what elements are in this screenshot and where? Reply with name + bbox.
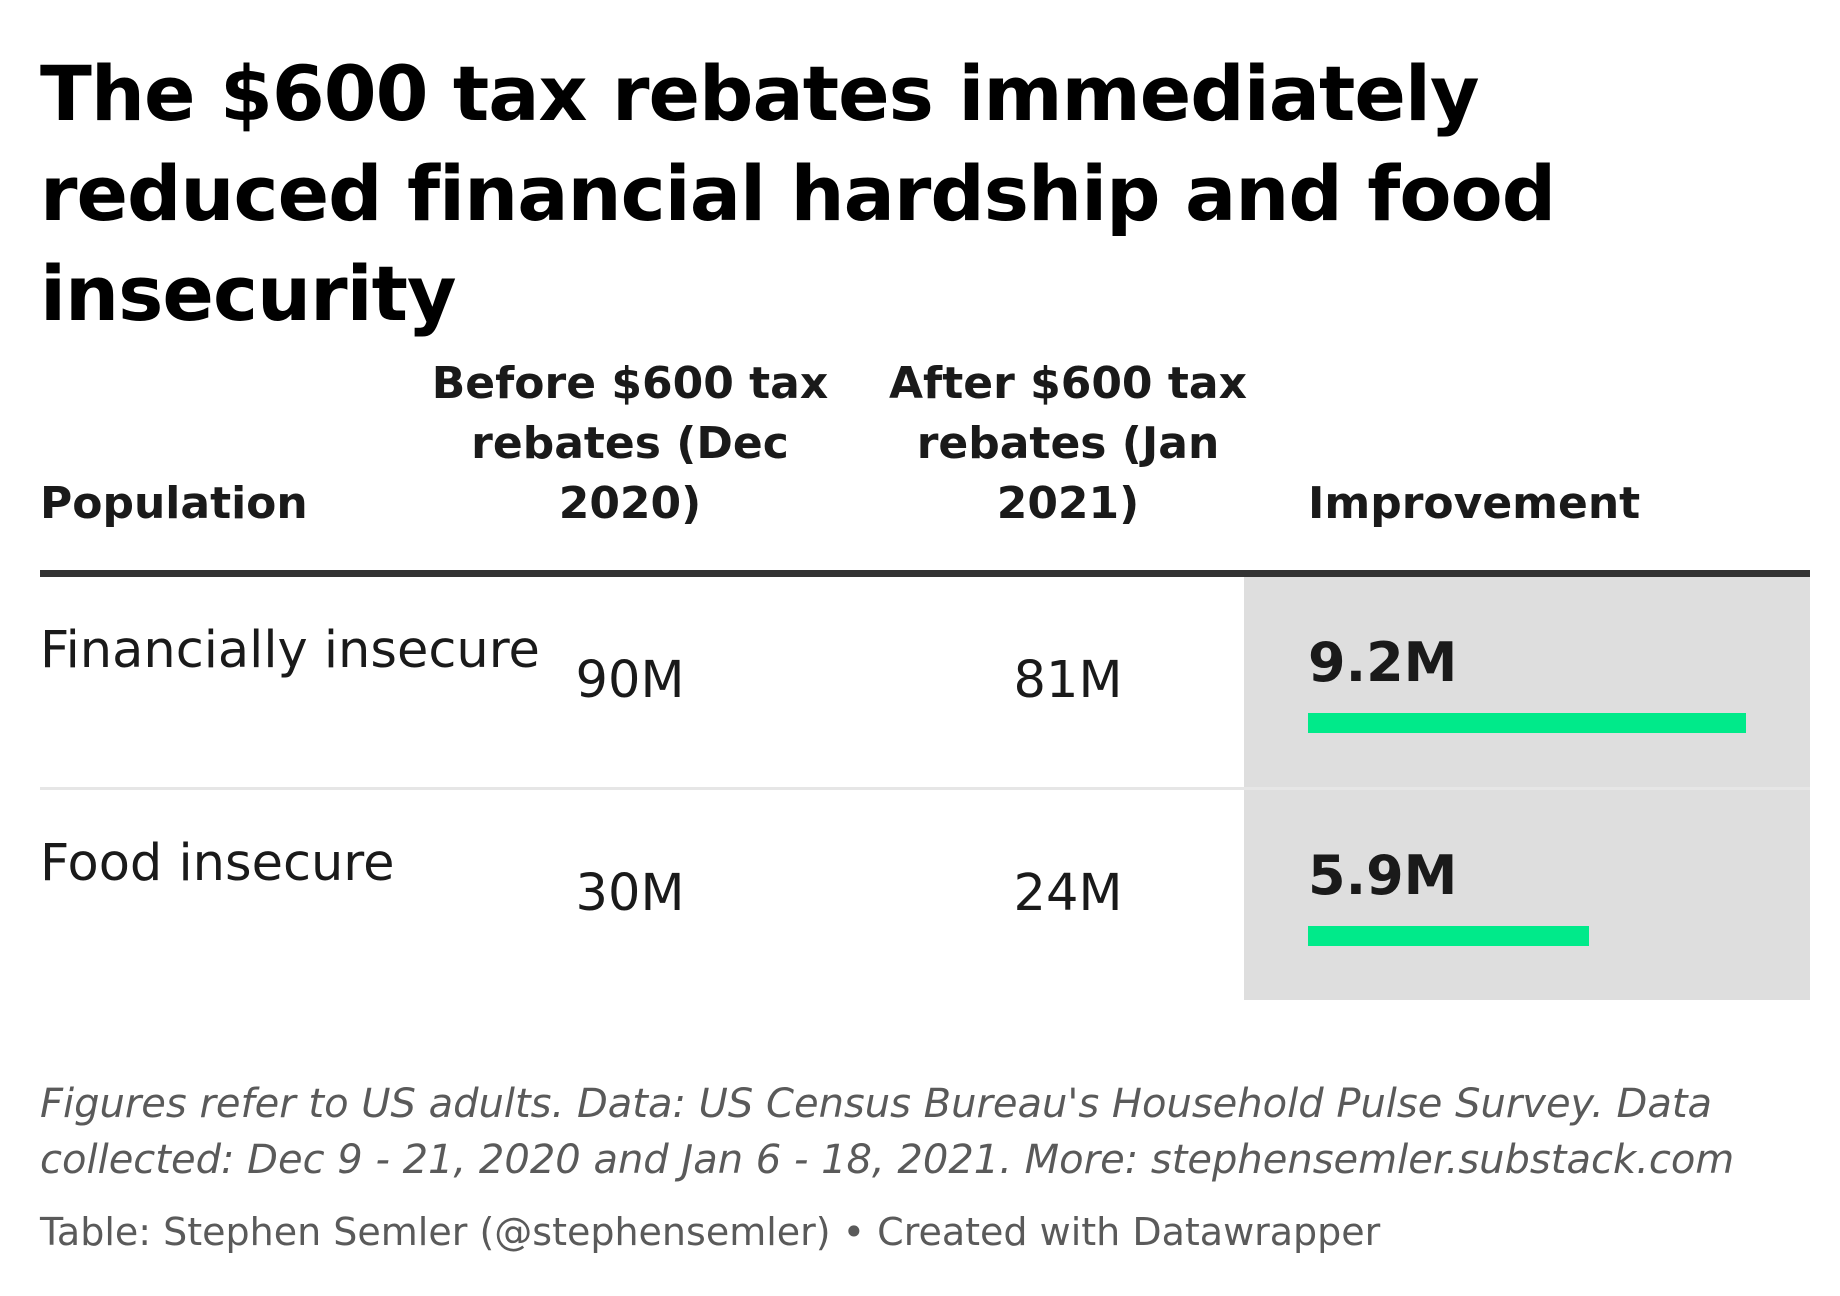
table-row: Financially insecure 90M 81M 9.2M (40, 577, 1810, 790)
population-cell: Financially insecure (40, 621, 540, 680)
improvement-cell-background (1244, 577, 1810, 787)
improvement-bar (1308, 926, 1589, 946)
after-cell: 81M (1013, 651, 1123, 710)
table-header-row: Population Before $600 tax rebates (Dec … (40, 345, 1810, 577)
improvement-value: 5.9M (1308, 844, 1458, 907)
before-cell: 30M (575, 864, 685, 923)
footnote: Figures refer to US adults. Data: US Cen… (40, 1081, 1735, 1183)
improvement-value: 9.2M (1308, 631, 1458, 694)
column-header-population: Population (40, 478, 308, 529)
source-credit: Table: Stephen Semler (@stephensemler) •… (40, 1210, 1381, 1254)
population-cell: Food insecure (40, 834, 395, 893)
after-cell: 24M (1013, 864, 1123, 923)
improvement-cell-background (1244, 790, 1810, 1000)
chart-title: The $600 tax rebates immediately reduced… (40, 49, 1556, 338)
before-cell: 90M (575, 651, 685, 710)
improvement-bar (1308, 713, 1746, 733)
data-table: Population Before $600 tax rebates (Dec … (40, 345, 1810, 1000)
column-header-before: Before $600 tax rebates (Dec 2020) (431, 358, 829, 529)
column-header-improvement: Improvement (1308, 478, 1641, 529)
column-header-after: After $600 tax rebates (Jan 2021) (889, 358, 1247, 529)
table-row: Food insecure 30M 24M 5.9M (40, 790, 1810, 1000)
